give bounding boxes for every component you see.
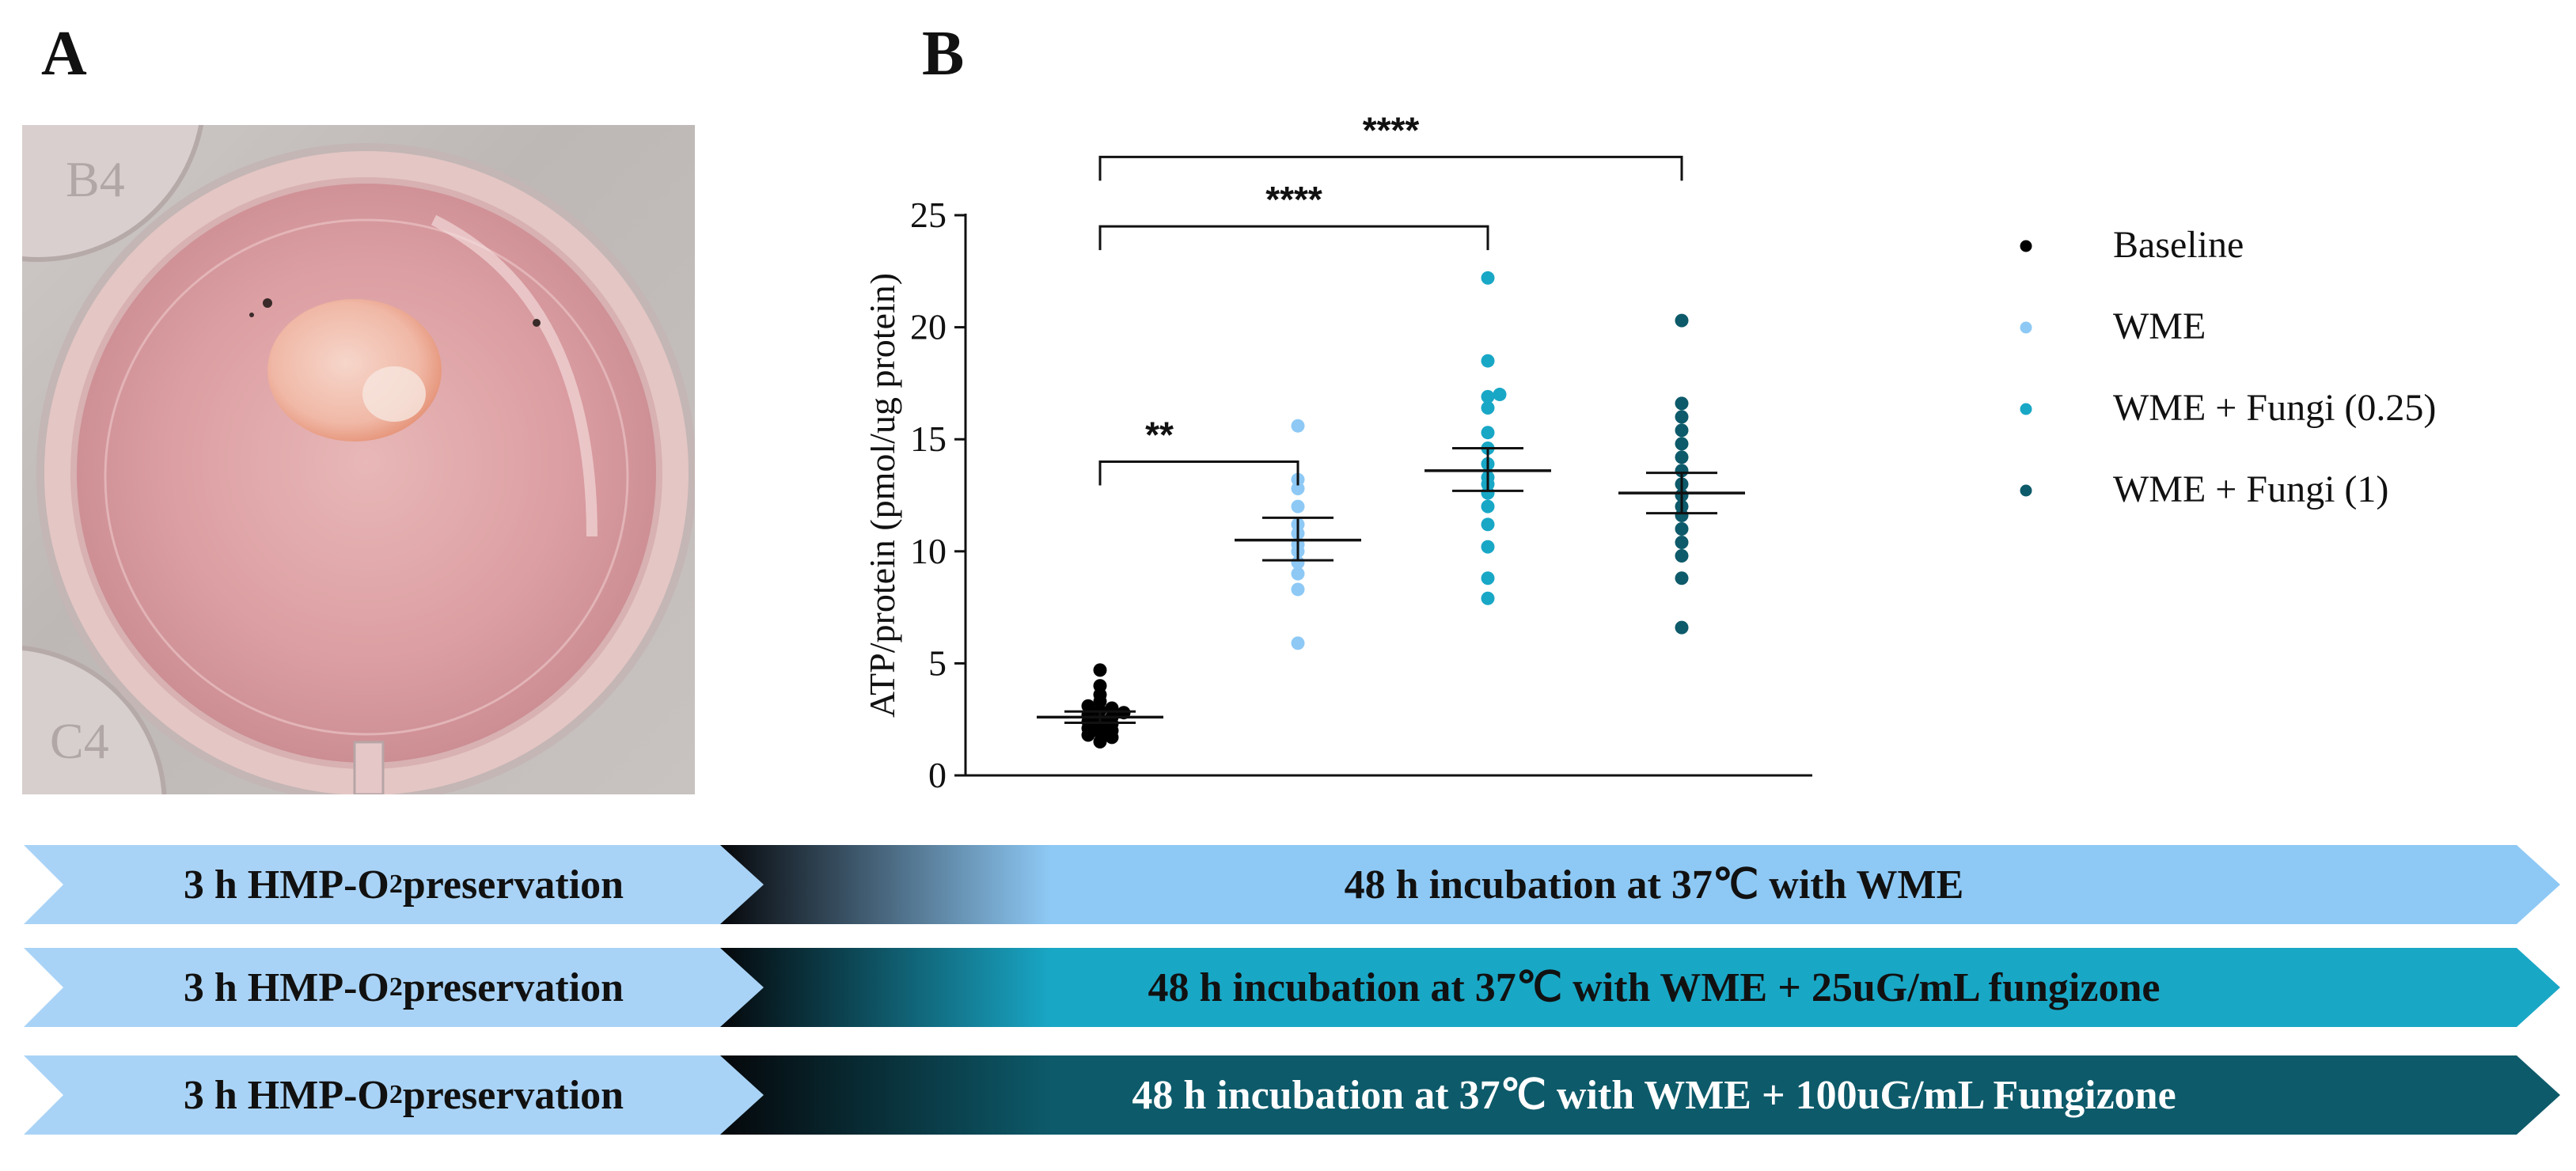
incubation-arrow <box>720 1055 2560 1135</box>
significance-bracket <box>1098 225 1489 251</box>
panel-label-a: A <box>41 19 87 89</box>
preservation-label-main: 3 h HMP-O <box>183 862 389 908</box>
data-point <box>1291 636 1305 650</box>
timeline-arrows <box>24 948 2560 1027</box>
atp-dot-plot: 0 5 10 15 20 25 ATP/protein (pmol/ug protein) *… <box>871 103 2576 839</box>
legend-label: WME + Fungi (0.25) <box>2113 387 2436 429</box>
y-tick-label: 20 <box>910 307 947 347</box>
data-point <box>1093 679 1107 693</box>
preservation-label-subscript: 2 <box>389 1080 403 1109</box>
data-point <box>1675 450 1689 464</box>
preservation-arrow <box>24 948 780 1027</box>
data-point <box>1481 426 1495 440</box>
panel-label-b: B <box>922 19 965 89</box>
well-label-bottom: C4 <box>50 713 109 769</box>
data-point <box>1675 548 1689 563</box>
y-tick-label: 15 <box>910 419 947 459</box>
data-point <box>1481 540 1495 554</box>
data-point <box>1481 517 1495 532</box>
y-tick-label: 25 <box>910 195 947 235</box>
significance-label: **** <box>1363 109 1420 150</box>
data-point <box>1481 571 1495 586</box>
data-point <box>1493 388 1507 402</box>
tissue-slice <box>267 299 442 441</box>
data-point <box>1093 663 1107 677</box>
data-point <box>1675 410 1689 424</box>
culture-well-illustration: B4 C4 <box>22 125 695 794</box>
significance-label: **** <box>1265 179 1322 220</box>
timeline-row: 3 h HMP-O 2 preservation 48 h incubation a… <box>24 1055 2564 1135</box>
well-medium <box>70 177 662 769</box>
incubation-label: 48 h incubation at 37℃ with WME + 25uG/m… <box>1148 965 2161 1010</box>
data-point <box>1675 423 1689 438</box>
timeline-arrows <box>24 845 2560 924</box>
well-label-top: B4 <box>66 151 125 207</box>
data-point <box>1481 591 1495 605</box>
preservation-label: 3 h HMP-O 2 preservation <box>55 845 752 924</box>
culture-well-photo: B4 C4 <box>22 125 695 794</box>
timeline-arrows <box>24 1055 2560 1135</box>
data-point <box>1675 396 1689 411</box>
data-point <box>1675 620 1689 635</box>
data-point <box>1675 535 1689 549</box>
data-point <box>1291 567 1305 581</box>
preservation-arrow <box>24 845 780 924</box>
y-tick-label: 10 <box>910 531 947 571</box>
incubation-label: 48 h incubation at 37℃ with WME + 100uG/… <box>1132 1073 2176 1118</box>
preservation-label-subscript: 2 <box>389 870 403 899</box>
legend-label: WME <box>2113 305 2206 347</box>
y-tick-label: 5 <box>928 642 947 683</box>
significance-bracket <box>1098 460 1299 486</box>
preservation-label-main: 3 h HMP-O <box>183 964 389 1010</box>
data-point <box>1481 499 1495 513</box>
data-point <box>1481 389 1495 404</box>
data-point <box>1675 313 1689 328</box>
legend-marker <box>2020 403 2032 415</box>
data-point <box>1291 582 1305 597</box>
data-point <box>1675 437 1689 451</box>
data-point <box>1105 701 1119 715</box>
timeline-row: 3 h HMP-O 2 preservation 48 h incubation a… <box>24 845 2564 924</box>
data-point <box>1675 521 1689 536</box>
neighbor-well-top <box>22 125 204 262</box>
legend-label: WME + Fungi (1) <box>2113 468 2388 510</box>
preservation-label: 3 h HMP-O 2 preservation <box>55 948 752 1027</box>
well-insert-tab <box>353 741 385 794</box>
significance-bracket <box>1098 155 1683 181</box>
y-tick-label: 0 <box>928 755 947 795</box>
legend-marker <box>2020 240 2032 252</box>
preservation-label-suffix: preservation <box>402 862 624 908</box>
data-point <box>1291 499 1305 513</box>
legend-label: Baseline <box>2113 224 2244 266</box>
data-point <box>1081 699 1095 713</box>
chart-svg: 0 5 10 15 20 25 ATP/protein (pmol/ug protein) *… <box>871 109 2436 795</box>
legend-marker <box>2020 321 2032 334</box>
neighbor-well-bottom <box>22 646 167 794</box>
preservation-label-main: 3 h HMP-O <box>183 1072 389 1118</box>
incubation-arrow <box>720 845 2560 924</box>
data-point <box>1481 271 1495 285</box>
y-axis-label: ATP/protein (pmol/ug protein) <box>871 273 902 718</box>
data-point <box>1675 571 1689 586</box>
preservation-label-suffix: preservation <box>402 1072 624 1118</box>
data-point <box>1481 354 1495 368</box>
data-point <box>1481 401 1495 415</box>
timeline-row: 3 h HMP-O 2 preservation 48 h incubation a… <box>24 948 2564 1027</box>
incubation-arrow <box>720 948 2560 1027</box>
significance-label: ** <box>1145 415 1174 456</box>
preservation-label-subscript: 2 <box>389 972 403 1002</box>
preservation-label: 3 h HMP-O 2 preservation <box>55 1055 752 1135</box>
incubation-label: 48 h incubation at 37℃ with WME <box>1344 862 1964 908</box>
legend-marker <box>2020 484 2032 497</box>
preservation-arrow <box>24 1055 780 1135</box>
preservation-label-suffix: preservation <box>402 964 624 1010</box>
data-point <box>1291 419 1305 433</box>
